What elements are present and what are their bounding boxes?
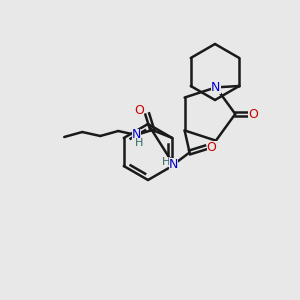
Text: N: N	[169, 158, 178, 171]
Text: O: O	[207, 141, 217, 154]
Text: N: N	[211, 81, 220, 94]
Text: O: O	[134, 103, 144, 116]
Text: H: H	[161, 158, 170, 167]
Text: N: N	[132, 128, 141, 142]
Text: H: H	[135, 138, 143, 148]
Text: O: O	[248, 107, 258, 121]
